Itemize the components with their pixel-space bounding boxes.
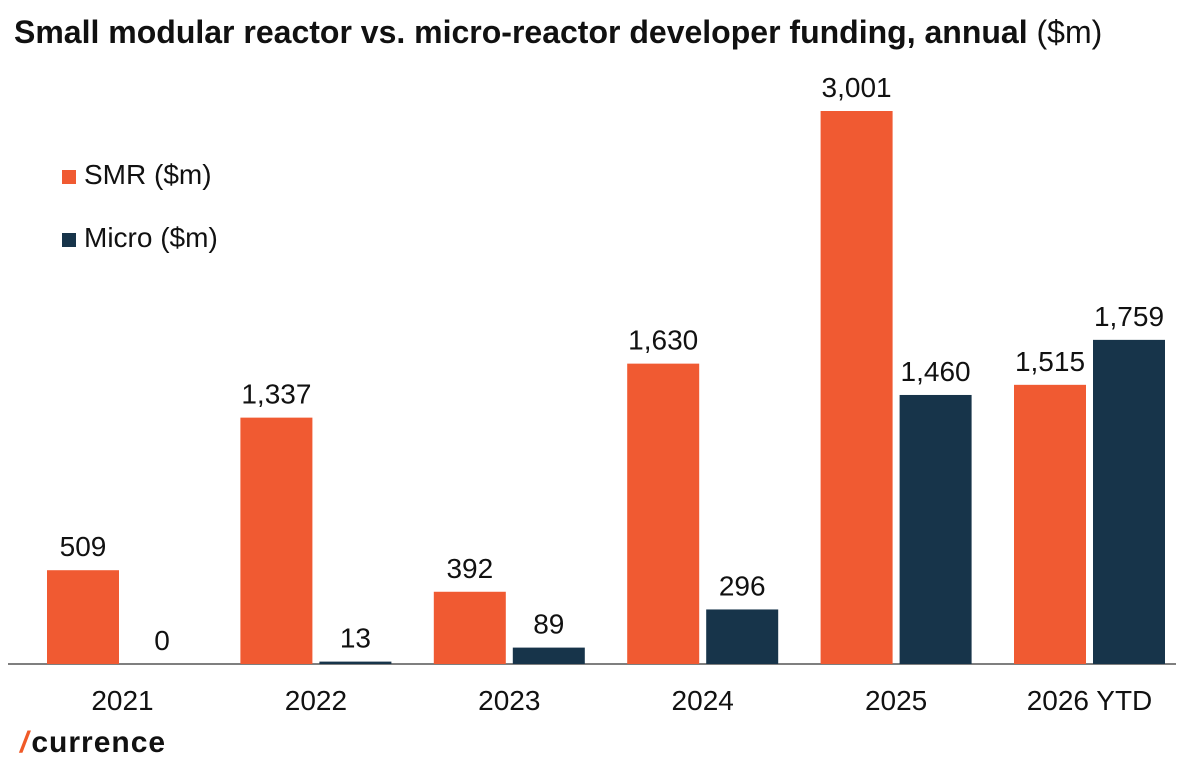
data-label-micro-2023: 89 <box>533 609 564 640</box>
brand-logo: /currence <box>20 726 166 760</box>
data-label-micro-2021: 0 <box>154 625 170 656</box>
bar-micro-2026-ytd <box>1093 339 1165 664</box>
bar-micro-2025 <box>899 394 972 664</box>
bar-smr-2024 <box>627 363 700 664</box>
data-label-smr-2022: 1,337 <box>241 379 311 410</box>
bar-smr-2023 <box>433 591 506 664</box>
legend-swatch-micro <box>62 233 76 247</box>
brand-name: currence <box>31 726 167 759</box>
bar-smr-2026-ytd <box>1014 384 1086 664</box>
data-label-smr-2024: 1,630 <box>628 325 698 356</box>
x-tick-label-2023: 2023 <box>478 685 540 716</box>
chart-title-unit: ($m) <box>1036 14 1103 50</box>
x-tick-label-2021: 2021 <box>91 685 153 716</box>
data-label-micro-2022: 13 <box>340 623 371 654</box>
legend-label-micro: Micro ($m) <box>84 222 218 253</box>
bar-micro-2022 <box>319 661 392 664</box>
bar-smr-2021 <box>47 570 119 664</box>
x-tick-label-2024: 2024 <box>672 685 734 716</box>
x-tick-label-2022: 2022 <box>285 685 347 716</box>
bar-micro-2024 <box>706 609 779 664</box>
chart-title: Small modular reactor vs. micro-reactor … <box>14 12 1194 52</box>
data-label-micro-2025: 1,460 <box>901 356 971 387</box>
chart-title-text: Small modular reactor vs. micro-reactor … <box>14 14 1028 50</box>
data-label-smr-2025: 3,001 <box>822 72 892 103</box>
legend-swatch-smr <box>62 170 76 184</box>
x-tick-label-2026-ytd: 2026 YTD <box>1027 685 1153 716</box>
data-label-smr-2023: 392 <box>446 553 493 584</box>
data-label-micro-2024: 296 <box>719 570 766 601</box>
data-label-smr-2026-ytd: 1,515 <box>1015 346 1085 377</box>
data-label-micro-2026-ytd: 1,759 <box>1094 301 1164 332</box>
brand-mark: / <box>20 726 30 759</box>
data-label-smr-2021: 509 <box>60 531 107 562</box>
bar-micro-2023 <box>512 647 585 664</box>
bar-smr-2025 <box>820 111 893 664</box>
legend-label-smr: SMR ($m) <box>84 159 212 190</box>
x-tick-label-2025: 2025 <box>865 685 927 716</box>
bar-smr-2022 <box>240 417 313 664</box>
